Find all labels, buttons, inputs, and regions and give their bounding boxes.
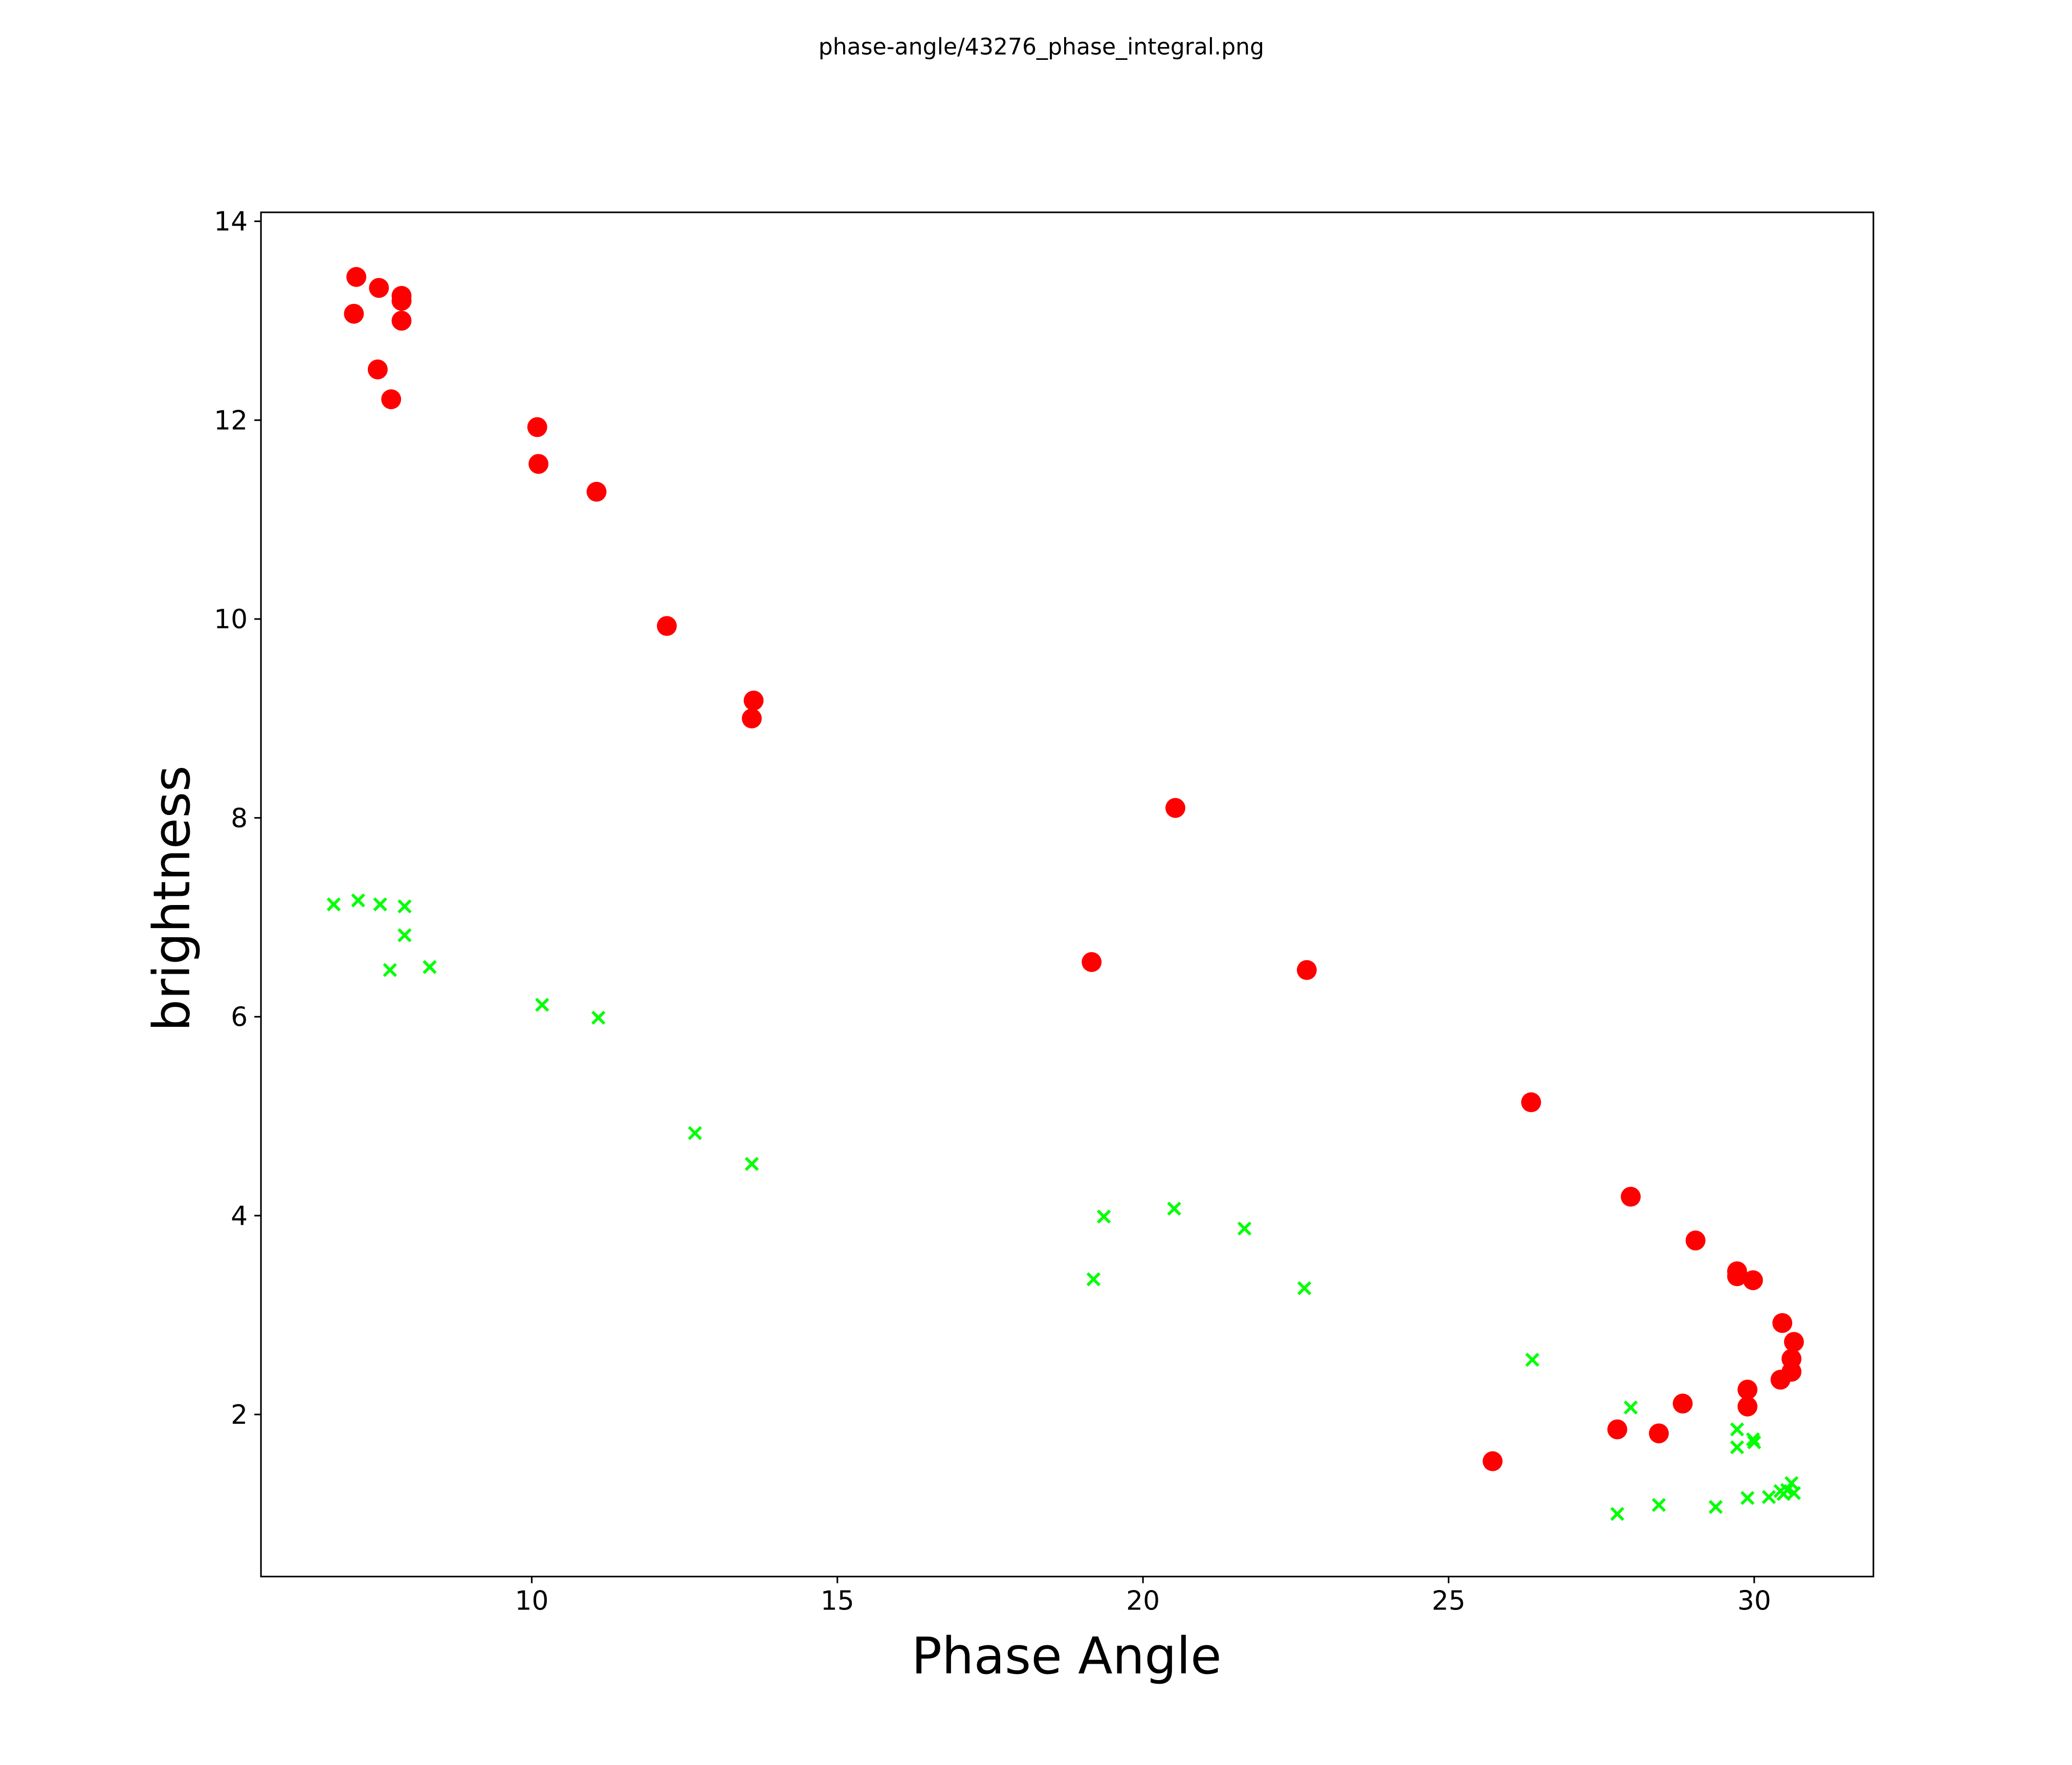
y-tick-label: 12 bbox=[214, 405, 248, 436]
red-point bbox=[1737, 1379, 1758, 1400]
y-axis-label: brightness bbox=[143, 765, 202, 1031]
y-tick-label: 10 bbox=[214, 604, 248, 635]
green-point bbox=[744, 1157, 759, 1171]
red-point bbox=[1483, 1451, 1503, 1471]
x-tick-label: 25 bbox=[1431, 1586, 1465, 1617]
red-point bbox=[742, 708, 762, 729]
green-point bbox=[1167, 1201, 1181, 1216]
green-point bbox=[1525, 1353, 1539, 1367]
y-tick-label: 14 bbox=[214, 207, 248, 237]
red-point bbox=[743, 690, 764, 711]
green-point bbox=[383, 963, 397, 977]
green-point bbox=[1297, 1281, 1312, 1295]
x-tick-label: 10 bbox=[515, 1586, 548, 1617]
green-point bbox=[373, 897, 387, 912]
red-point bbox=[1672, 1394, 1693, 1414]
y-tick-label: 8 bbox=[231, 803, 248, 834]
green-point bbox=[1086, 1272, 1101, 1287]
green-point bbox=[591, 1010, 606, 1025]
plot-frame bbox=[260, 211, 1875, 1578]
green-point bbox=[1610, 1507, 1624, 1521]
red-point bbox=[391, 311, 412, 331]
red-point bbox=[1607, 1419, 1627, 1440]
red-point bbox=[344, 303, 364, 324]
red-point bbox=[1772, 1313, 1793, 1333]
green-point bbox=[1730, 1422, 1745, 1437]
green-point bbox=[1784, 1476, 1799, 1490]
y-tick-label: 2 bbox=[231, 1400, 248, 1430]
green-point bbox=[423, 960, 437, 974]
green-point bbox=[1623, 1400, 1638, 1415]
green-point bbox=[351, 893, 365, 908]
green-point bbox=[1761, 1490, 1776, 1504]
red-point bbox=[656, 616, 677, 636]
red-point bbox=[1784, 1332, 1804, 1352]
green-point bbox=[1096, 1209, 1111, 1224]
green-point bbox=[535, 998, 549, 1012]
x-tick-label: 20 bbox=[1126, 1586, 1160, 1617]
red-point bbox=[1737, 1396, 1758, 1417]
green-point bbox=[1237, 1221, 1252, 1236]
red-point bbox=[391, 291, 412, 311]
green-point bbox=[326, 897, 341, 912]
green-point bbox=[398, 928, 412, 942]
red-point bbox=[1743, 1270, 1763, 1290]
red-point bbox=[369, 278, 389, 298]
y-tick-label: 6 bbox=[231, 1002, 248, 1033]
green-point bbox=[1651, 1498, 1666, 1512]
red-point bbox=[527, 417, 547, 437]
green-point bbox=[1740, 1491, 1755, 1505]
green-point bbox=[1776, 1487, 1791, 1502]
red-point bbox=[1165, 798, 1185, 818]
red-point bbox=[1521, 1092, 1541, 1113]
green-crosses-series bbox=[326, 893, 1801, 1521]
green-point bbox=[1747, 1435, 1761, 1449]
red-point bbox=[1649, 1423, 1669, 1444]
red-point bbox=[1727, 1266, 1747, 1287]
red-point bbox=[381, 389, 402, 409]
red-point bbox=[528, 454, 548, 474]
green-point bbox=[398, 899, 412, 914]
x-tick-label: 30 bbox=[1737, 1586, 1771, 1617]
y-tick-label: 4 bbox=[231, 1201, 248, 1231]
green-point bbox=[1730, 1440, 1745, 1454]
red-point bbox=[367, 359, 388, 380]
red-point bbox=[346, 267, 366, 287]
x-tick-label: 15 bbox=[821, 1586, 854, 1617]
red-point bbox=[1082, 952, 1102, 972]
red-point bbox=[1621, 1186, 1641, 1207]
x-axis-label: Phase Angle bbox=[912, 1627, 1222, 1686]
red-point bbox=[1296, 960, 1317, 980]
red-point bbox=[1685, 1230, 1706, 1251]
red-circles-series bbox=[344, 267, 1804, 1471]
red-point bbox=[1770, 1370, 1791, 1390]
green-point bbox=[1708, 1499, 1723, 1514]
red-point bbox=[586, 481, 607, 502]
green-point bbox=[688, 1126, 702, 1140]
figure-title: phase-angle/43276_phase_integral.png bbox=[819, 34, 1264, 60]
